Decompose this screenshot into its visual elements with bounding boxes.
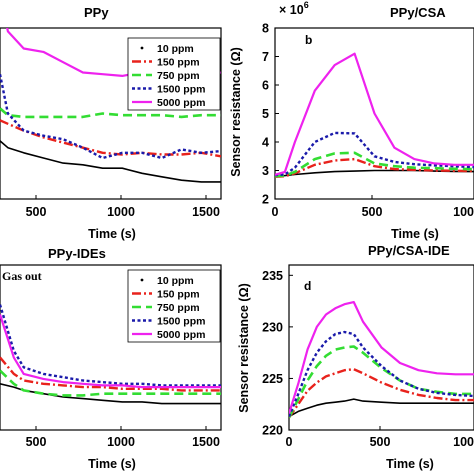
legend-swatch [140, 278, 144, 282]
plot-frame [0, 27, 222, 200]
panel-ppy-csa-ide: PPy/CSA-IDE d 0 500 100 220 225 230 235 Time (… [237, 243, 474, 471]
panel-title: PPy/CSA [390, 5, 446, 20]
legend-label: 150 ppm [157, 289, 200, 301]
x-tick-label: 1000 [107, 435, 135, 449]
y-tick-label: 220 [262, 424, 283, 438]
x-tick-label: 500 [26, 435, 47, 449]
x-tick-label: 500 [370, 435, 391, 449]
legend-label: 750 ppm [157, 70, 200, 82]
panel-letter: b [305, 33, 312, 47]
y-tick-label: 235 [262, 269, 283, 283]
series-line-1500-ppm [275, 131, 474, 177]
x-tick-label: 100 [453, 435, 474, 449]
series-line-1500-ppm [0, 73, 221, 160]
legend-label: 5000 ppm [157, 97, 205, 109]
series-line-150-ppm [0, 356, 221, 392]
series-line-10-ppm [289, 398, 474, 418]
panel-ppy-ides: PPy-IDEs Gas out 500 1000 1500 Time (s) 10… [0, 246, 222, 471]
y-tick-label: 6 [262, 79, 269, 93]
y-multiplier-base: × 10 [279, 3, 304, 17]
legend-label: 150 ppm [157, 57, 200, 69]
y-axis-label: Sensor resistance (Ω) [237, 283, 251, 413]
legend-box [127, 269, 221, 343]
series-line-5000-ppm [289, 301, 474, 414]
legend-label: 5000 ppm [157, 329, 205, 341]
series-line-5000-ppm [275, 52, 474, 176]
series-line-1500-ppm [0, 304, 221, 387]
y-tick-label: 3 [262, 164, 269, 178]
x-tick-label: 500 [362, 205, 383, 219]
legend-label: 10 ppm [157, 43, 194, 55]
legend-label: 1500 ppm [157, 84, 205, 96]
y-tick-label: 225 [262, 372, 283, 386]
y-tick-label: 5 [262, 107, 269, 121]
panel-title: PPy [84, 5, 109, 20]
y-tick-label: 2 [262, 193, 269, 207]
panel-title: PPy/CSA-IDE [368, 243, 450, 258]
x-axis-label: Time (s) [88, 227, 136, 241]
x-axis-label: Time (s) [88, 457, 136, 471]
y-multiplier: × 106 [279, 0, 309, 17]
legend-label: 1500 ppm [157, 316, 205, 328]
y-tick-label: 7 [262, 50, 269, 64]
series-line-750-ppm [289, 345, 474, 419]
series-line-150-ppm [0, 119, 221, 158]
series-line-750-ppm [275, 151, 474, 178]
x-tick-label: 1500 [192, 205, 220, 219]
series-line-750-ppm [0, 107, 221, 119]
x-tick-label: 0 [272, 205, 279, 219]
legend-swatch [140, 46, 144, 50]
y-tick-label: 4 [262, 136, 269, 150]
y-tick-label: 8 [262, 22, 269, 36]
legend-label: 10 ppm [157, 275, 194, 287]
gas-out-annotation: Gas out [2, 269, 42, 283]
plot-frame [288, 264, 474, 431]
legend-box [127, 37, 221, 111]
panel-ppy: PPy 500 1000 1500 Time (s) 10 ppm 150 ppm75… [0, 5, 222, 241]
y-multiplier-exponent: 6 [304, 0, 309, 10]
series-line-10-ppm [0, 140, 221, 183]
panel-letter: d [304, 279, 311, 293]
series-line-5000-ppm [0, 314, 221, 389]
series-line-1500-ppm [289, 330, 474, 418]
x-axis-label: Time (s) [391, 227, 439, 241]
legend-label: 750 ppm [157, 302, 200, 314]
x-tick-label: 1500 [192, 435, 220, 449]
series-line-150-ppm [289, 368, 474, 419]
x-axis-label: Time (s) [386, 457, 434, 471]
x-tick-label: 0 [286, 435, 293, 449]
x-tick-label: 1000 [107, 205, 135, 219]
x-tick-label: 100 [453, 205, 474, 219]
panel-title: PPy-IDEs [48, 246, 106, 261]
series-line-750-ppm [0, 369, 221, 397]
plot-frame [0, 264, 222, 431]
y-axis-label: Sensor resistance (Ω) [229, 47, 243, 177]
x-tick-label: 500 [26, 205, 47, 219]
y-tick-label: 230 [262, 320, 283, 334]
